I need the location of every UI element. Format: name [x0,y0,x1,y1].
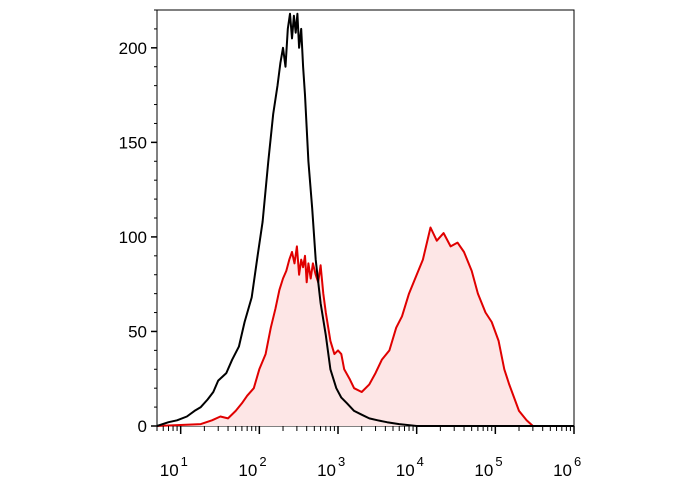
x-tick-exponent: 5 [495,454,502,469]
y-tick-label: 150 [119,133,147,152]
series-layer [156,12,574,427]
x-tick-exponent: 6 [574,454,581,469]
series-0-line [156,226,574,427]
x-tick-label: 10 [317,461,336,480]
series-1-line [156,12,574,427]
x-tick-exponent: 3 [338,454,345,469]
y-tick-label: 100 [119,228,147,247]
x-tick-exponent: 1 [181,454,188,469]
x-tick-label: 10 [160,461,179,480]
series-0-fill [157,227,574,426]
plot-frame [156,9,575,427]
x-tick-exponent: 2 [259,454,266,469]
y-tick-label: 0 [138,417,147,436]
x-tick-label: 10 [238,461,257,480]
x-tick-label: 10 [396,461,415,480]
x-tick-label: 10 [553,461,572,480]
y-tick-label: 50 [128,322,147,341]
x-tick-exponent: 4 [417,454,424,469]
x-tick-label: 10 [474,461,493,480]
y-tick-label: 200 [119,39,147,58]
